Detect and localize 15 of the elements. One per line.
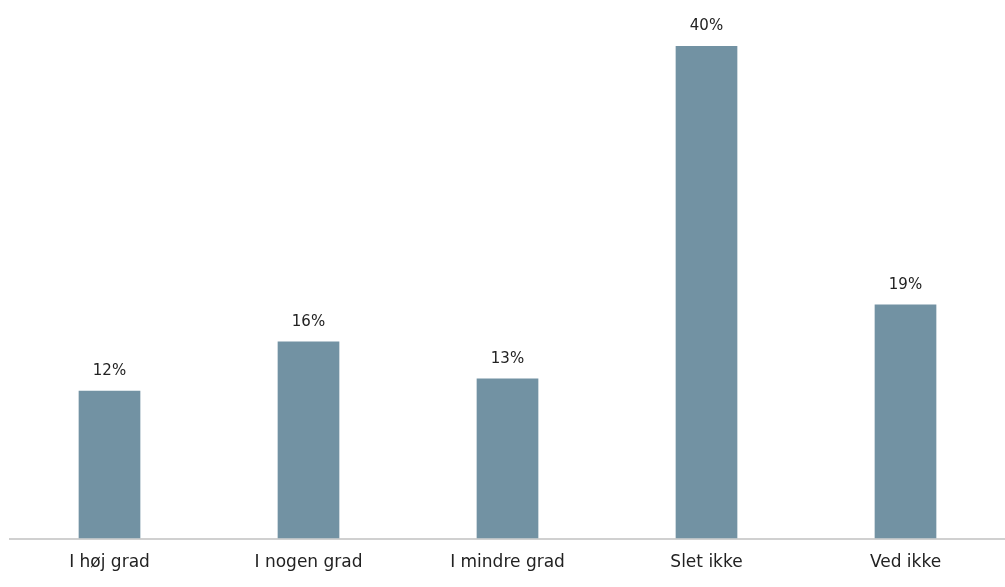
data-label: 16% [291, 311, 326, 330]
data-label: 13% [490, 348, 525, 367]
x-tick-label: Slet ikke [670, 551, 743, 572]
bar [675, 46, 738, 539]
bar [277, 341, 340, 539]
bar [476, 378, 539, 539]
bar [78, 390, 141, 539]
x-tick-label: I mindre grad [450, 551, 565, 572]
data-label: 40% [689, 16, 724, 35]
x-tick-label: I høj grad [69, 551, 150, 572]
data-label: 12% [92, 361, 127, 380]
data-label: 19% [888, 275, 923, 294]
x-tick-label: I nogen grad [254, 551, 363, 572]
bar [874, 304, 937, 539]
x-tick-label: Ved ikke [869, 551, 942, 572]
